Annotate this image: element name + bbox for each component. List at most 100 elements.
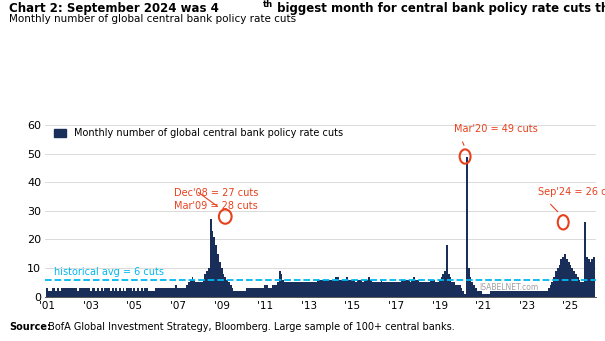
Bar	[377, 282, 379, 297]
Bar	[371, 282, 373, 297]
Bar	[364, 280, 366, 297]
Bar	[48, 291, 50, 297]
Bar	[540, 291, 542, 297]
Bar	[87, 288, 88, 297]
Bar	[172, 288, 174, 297]
Bar	[250, 288, 252, 297]
Bar	[114, 291, 116, 297]
Text: BofA Global Investment Strategy, Bloomberg. Large sample of 100+ central banks.: BofA Global Investment Strategy, Bloombe…	[45, 323, 455, 332]
Bar	[283, 280, 284, 297]
Bar	[67, 288, 68, 297]
Bar	[350, 280, 352, 297]
Bar	[239, 291, 241, 297]
Bar	[59, 291, 61, 297]
Bar	[542, 291, 544, 297]
Bar	[462, 291, 464, 297]
Bar	[479, 291, 480, 297]
Bar	[341, 280, 342, 297]
Bar	[420, 282, 422, 297]
Bar	[192, 277, 194, 297]
Bar	[137, 288, 139, 297]
Bar	[450, 277, 451, 297]
Bar	[422, 282, 424, 297]
Bar	[261, 288, 263, 297]
Bar	[361, 280, 362, 297]
Bar	[56, 291, 57, 297]
Bar	[72, 288, 74, 297]
Text: historical avg = 6 cuts: historical avg = 6 cuts	[54, 267, 165, 277]
Bar	[453, 282, 455, 297]
Bar	[155, 288, 157, 297]
Bar	[333, 280, 335, 297]
Bar	[506, 291, 508, 297]
Bar	[197, 282, 199, 297]
Bar	[319, 280, 321, 297]
Bar	[279, 271, 281, 297]
Bar	[546, 291, 548, 297]
Bar	[224, 277, 226, 297]
Bar	[504, 291, 506, 297]
Bar	[366, 280, 368, 297]
Bar	[353, 280, 355, 297]
Bar	[293, 282, 295, 297]
Bar	[273, 285, 275, 297]
Bar	[518, 291, 520, 297]
Bar	[50, 291, 52, 297]
Bar	[370, 280, 371, 297]
Bar	[480, 291, 482, 297]
Bar	[286, 282, 288, 297]
Bar	[560, 260, 562, 297]
Bar	[183, 288, 185, 297]
Bar	[469, 277, 471, 297]
Bar	[92, 288, 94, 297]
Bar	[591, 260, 593, 297]
Bar	[134, 288, 136, 297]
Bar	[433, 280, 435, 297]
Bar	[201, 282, 203, 297]
Bar	[578, 280, 580, 297]
Bar	[444, 271, 446, 297]
Bar	[431, 280, 433, 297]
Bar	[549, 285, 551, 297]
Bar	[304, 282, 306, 297]
Bar	[288, 282, 290, 297]
Bar	[68, 288, 70, 297]
Bar	[210, 220, 212, 297]
Bar	[119, 288, 121, 297]
Bar	[90, 291, 92, 297]
Bar	[52, 288, 54, 297]
Bar	[121, 291, 123, 297]
Bar	[413, 277, 415, 297]
Bar	[277, 282, 279, 297]
Bar	[161, 288, 163, 297]
Text: th: th	[263, 0, 273, 9]
Bar	[424, 282, 426, 297]
Bar	[466, 157, 468, 297]
Bar	[295, 282, 297, 297]
Bar	[497, 291, 499, 297]
Bar	[589, 262, 591, 297]
Bar	[437, 282, 439, 297]
Bar	[97, 288, 99, 297]
Bar	[310, 282, 312, 297]
Bar	[195, 282, 197, 297]
Bar	[493, 291, 495, 297]
Bar	[381, 280, 382, 297]
Bar	[551, 282, 553, 297]
Bar	[395, 282, 397, 297]
Bar	[175, 285, 177, 297]
Bar	[150, 291, 152, 297]
Bar	[499, 291, 500, 297]
Bar	[593, 257, 595, 297]
Bar	[515, 291, 517, 297]
Bar	[386, 282, 388, 297]
Bar	[566, 260, 567, 297]
Bar	[406, 280, 408, 297]
Bar	[130, 288, 132, 297]
Bar	[426, 282, 428, 297]
Bar	[344, 280, 346, 297]
Bar	[219, 262, 221, 297]
Bar	[524, 291, 526, 297]
Bar	[312, 282, 313, 297]
Bar	[348, 280, 350, 297]
